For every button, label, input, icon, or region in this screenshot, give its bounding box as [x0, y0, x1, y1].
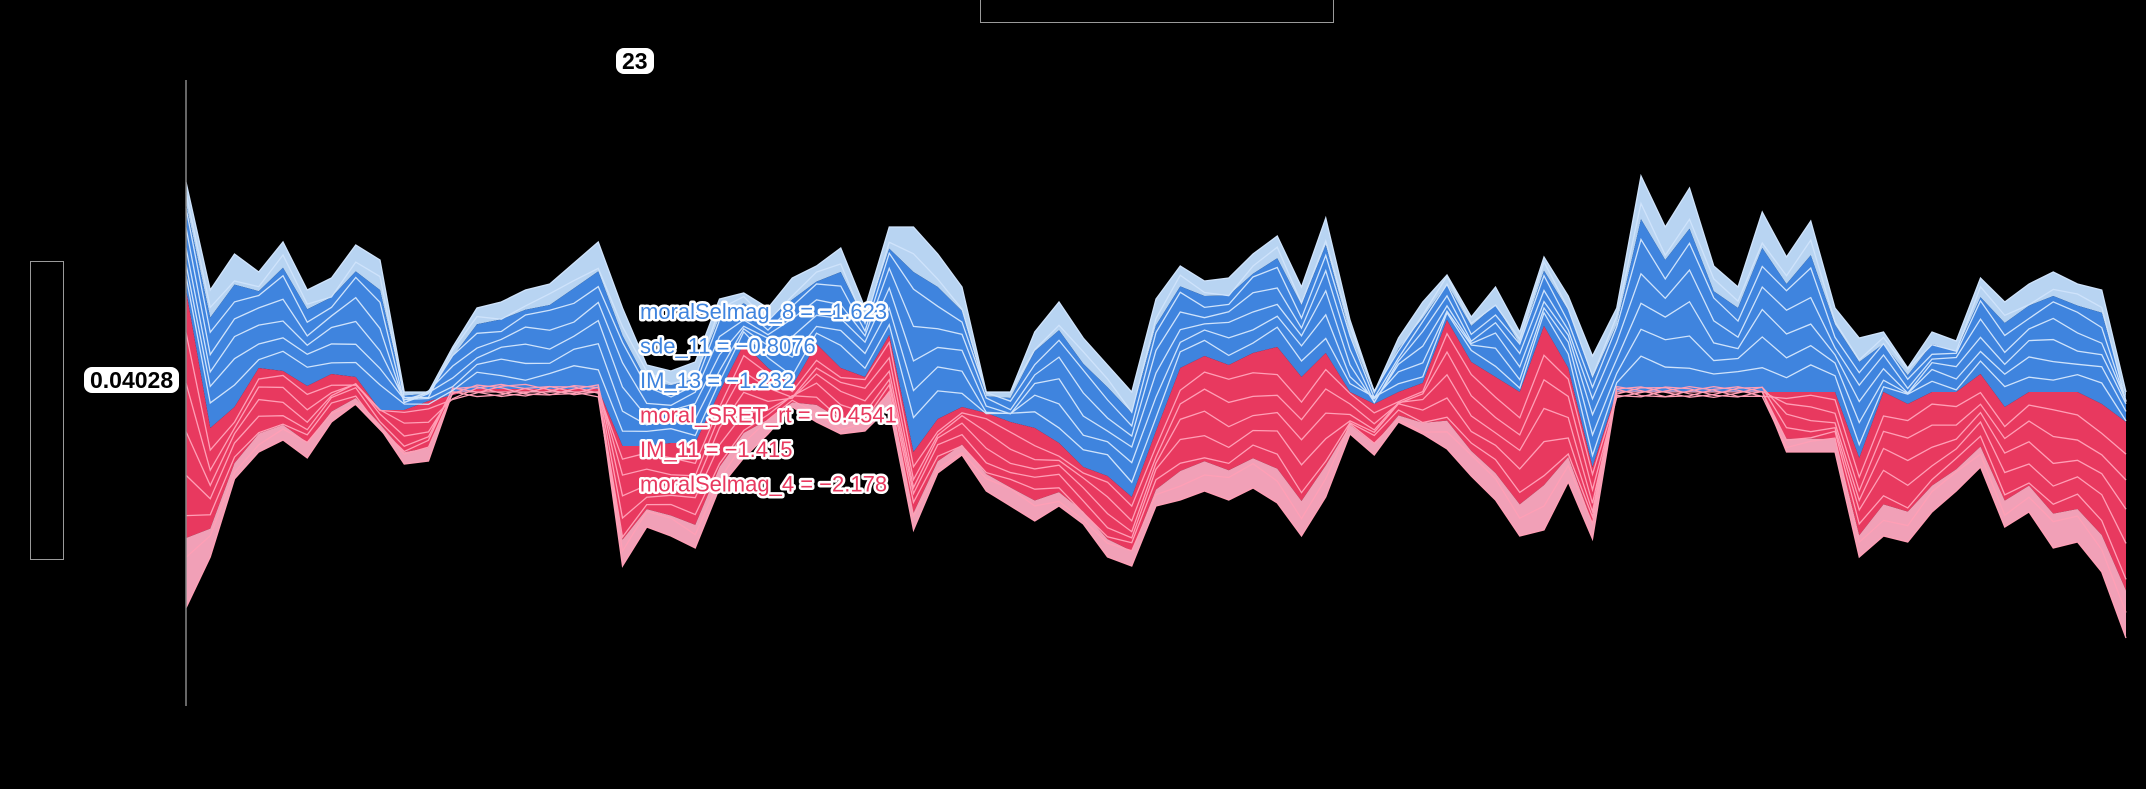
feature-label: IM_13 = −1.232 — [640, 368, 794, 393]
negative-feature-boundary — [185, 207, 2127, 428]
hovered-sample-label: 23 — [616, 48, 654, 74]
feature-label: IM_11 = −1.415 — [640, 437, 793, 462]
lower-envelope — [185, 391, 2127, 639]
negative-feature-boundary — [185, 275, 2127, 484]
negative-band-light — [186, 176, 2126, 413]
positive-feature-boundary — [185, 350, 2127, 522]
negative-feature-boundary — [185, 247, 2127, 449]
positive-feature-boundary — [185, 378, 2127, 544]
positive-feature-boundary — [185, 369, 2127, 533]
positive-feature-boundary — [185, 385, 2127, 613]
feature-label: moralSelmag_8 = −1.623 — [640, 299, 887, 324]
negative-feature-boundary — [185, 264, 2127, 464]
negative-feature-boundary — [185, 227, 2127, 438]
positive-band — [186, 290, 2126, 591]
upper-envelope — [185, 173, 2127, 394]
base-value-label: 0.04028 — [84, 367, 180, 393]
feature-label: sde_11 = −0.8076 — [640, 334, 816, 359]
feature-labels: moralSelmag_8 = −1.623 sde_11 = −0.8076 IM… — [638, 297, 900, 500]
sample-order-dropdown[interactable] — [980, 0, 1334, 23]
feature-label: moral_SRET_rt = −0.4541 — [640, 403, 897, 428]
force-bands — [186, 176, 2126, 638]
negative-feature-boundary — [185, 192, 2127, 414]
feature-label: moralSelmag_4 = −2.178 — [640, 472, 887, 497]
output-value-dropdown[interactable] — [30, 261, 64, 560]
positive-feature-boundary — [185, 383, 2127, 580]
feature-boundaries — [185, 173, 2127, 639]
